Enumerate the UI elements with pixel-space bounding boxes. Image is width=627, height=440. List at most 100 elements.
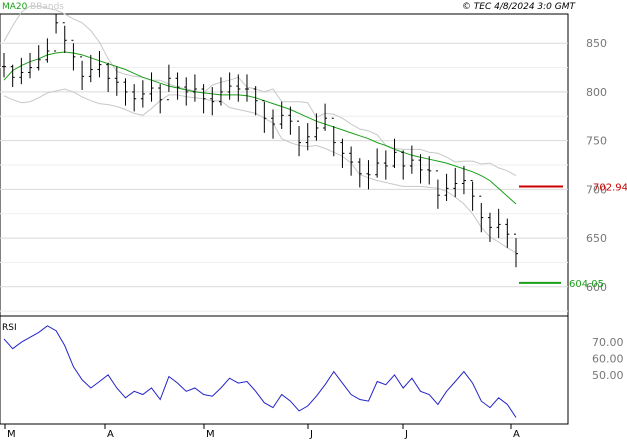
x-tick-label: J [309, 429, 313, 440]
ohlc-bar [71, 39, 76, 71]
ohlc-bar [401, 150, 406, 180]
ohlc-bar [236, 74, 241, 102]
ohlc-bar [349, 146, 354, 176]
bbands-series [3, 5, 517, 254]
rsi-series [3, 325, 517, 418]
ohlc-bar [314, 113, 319, 141]
ohlc-bar [166, 64, 171, 101]
ohlc-bar [123, 78, 128, 106]
ma20-series [3, 51, 517, 205]
ohlc-bar [496, 208, 501, 239]
ohlc-bar [106, 62, 111, 92]
ohlc-bar [383, 150, 388, 180]
ohlc-bar [418, 154, 423, 184]
ohlc-bar [45, 38, 50, 63]
x-tick-label: M [206, 429, 215, 440]
ohlc-bar [470, 180, 475, 211]
ohlc-bar [19, 57, 24, 85]
ohlc-bar [80, 56, 85, 90]
x-tick-label: A [513, 429, 520, 440]
x-tick-label: M [7, 429, 16, 440]
ohlc-bar [97, 51, 102, 78]
ohlc-bar [392, 138, 397, 168]
ohlc-bar [340, 138, 345, 168]
price-y-tick-label: 750 [586, 135, 607, 148]
rsi-title: RSI [2, 323, 17, 333]
ohlc-bar [158, 84, 163, 114]
ohlc-bar [461, 165, 466, 195]
ohlc-bar [262, 100, 267, 133]
ohlc-bar [192, 74, 197, 102]
ohlc-bar [10, 64, 15, 88]
ohlc-bar [479, 195, 484, 233]
ohlc-bar [435, 170, 440, 209]
ohlc-bar [505, 218, 510, 248]
ohlc-bar [140, 80, 145, 108]
ohlc-bar [331, 117, 336, 157]
rsi-y-axis: 70.00 60.00 50.00 [592, 336, 624, 382]
rsi-y-tick-label: 50.00 [592, 369, 624, 382]
bbands-lower-line [3, 88, 517, 254]
ohlc-bar [201, 84, 206, 114]
ohlc-bar [427, 156, 432, 185]
ohlc-bar [149, 72, 154, 102]
rsi-y-tick-label: 60.00 [592, 353, 624, 366]
ohlc-bar [305, 123, 310, 151]
ohlc-bar [36, 45, 41, 71]
ohlc-bar [409, 145, 414, 174]
ohlc-bar [297, 120, 302, 157]
ohlc-bar [132, 84, 137, 112]
ohlc-bar [184, 77, 189, 106]
ohlc-bar [453, 167, 458, 198]
ohlc-bar [2, 52, 6, 78]
legend-ma20: MA20 [2, 2, 28, 12]
price-ohlc-series [2, 14, 518, 268]
ohlc-bar [28, 52, 33, 79]
ohlc-bar [271, 109, 276, 139]
ohlc-bar [487, 212, 492, 242]
price-y-tick-label: 650 [586, 232, 607, 245]
price-y-tick-label: 600 [586, 281, 607, 294]
bbands-upper-line [3, 5, 517, 177]
rsi-panel: RSI 70.00 60.00 50.00 [0, 315, 624, 425]
rsi-y-tick-label: 70.00 [592, 336, 624, 349]
ohlc-bar [444, 173, 449, 202]
ohlc-bar [288, 106, 293, 135]
ohlc-bar [366, 160, 371, 190]
resistance-level-label: 702.94 [593, 182, 627, 193]
source-timestamp: © TEC 4/8/2024 3:0 GMT [462, 2, 577, 12]
ohlc-bar [253, 86, 258, 116]
price-y-tick-label: 700 [586, 183, 607, 196]
ohlc-bar [114, 66, 119, 96]
price-panel: 850 800 750 700 650 600 702.94 604.05 [0, 5, 627, 317]
ohlc-bar [323, 103, 328, 131]
price-y-tick-label: 850 [586, 37, 607, 50]
ohlc-bar [88, 54, 93, 83]
x-tick-label: J [404, 429, 408, 440]
price-y-axis: 850 800 750 700 650 600 [586, 37, 607, 294]
ohlc-bar [375, 148, 380, 178]
support-level-label: 604.05 [569, 279, 604, 290]
rsi-plot-frame [0, 315, 569, 425]
ohlc-bar [62, 22, 67, 53]
ohlc-bar [210, 87, 215, 116]
legend-bbands: BBands [30, 2, 64, 12]
price-levels: 702.94 604.05 [519, 182, 627, 290]
ohlc-bar [54, 14, 59, 52]
price-gridlines [0, 42, 568, 312]
ma20-line [3, 51, 517, 205]
ohlc-bar [357, 158, 362, 188]
ohlc-bar [175, 72, 180, 100]
rsi-line [3, 325, 517, 418]
x-tick-label: A [107, 429, 114, 440]
price-y-tick-label: 800 [586, 86, 607, 99]
ohlc-bar [244, 74, 249, 102]
ohlc-bar [279, 101, 284, 129]
ohlc-bar [514, 233, 518, 268]
ohlc-bar [218, 77, 223, 106]
ohlc-bar [227, 72, 232, 100]
